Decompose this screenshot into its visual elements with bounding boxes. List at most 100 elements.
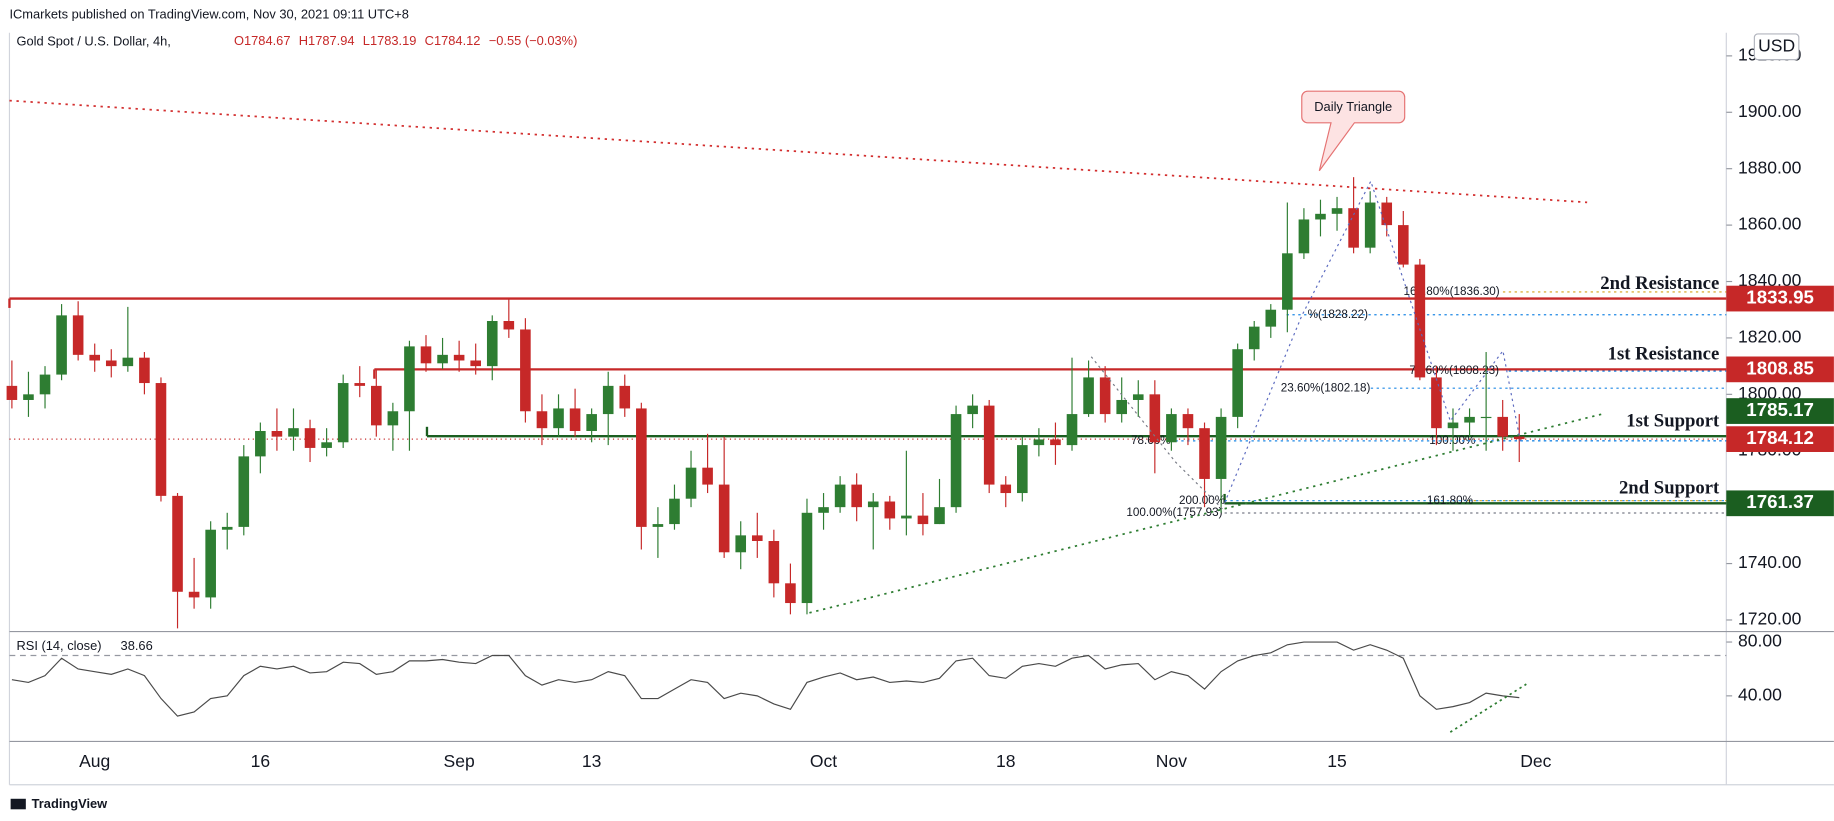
candle-body: [72, 315, 84, 355]
ohlc-value: C1784.12: [425, 33, 481, 48]
candle-body: [1116, 399, 1128, 415]
candle-body: [1149, 394, 1161, 443]
logo-icon: [10, 798, 26, 810]
level-label: 2nd Support: [1619, 478, 1720, 499]
x-tick-label: Dec: [1520, 751, 1551, 771]
candle-body: [437, 354, 448, 364]
candle-body: [105, 360, 117, 367]
fib-label: 78.60%(1808.23): [1409, 364, 1499, 377]
candle-body: [23, 394, 34, 400]
candle-body: [1447, 422, 1459, 429]
candle-body: [1166, 414, 1177, 443]
candle-body: [934, 507, 945, 525]
callout-text: Daily Triangle: [1314, 99, 1392, 114]
candle-body: [470, 360, 481, 367]
fib-label: 161.80%: [1427, 494, 1473, 507]
x-tick-label: Sep: [444, 751, 475, 771]
price-tag: [1726, 356, 1834, 383]
candle-body: [1265, 309, 1277, 327]
rsi-line: [11, 641, 1520, 717]
candle-body: [288, 428, 299, 437]
price-tag: [1726, 285, 1834, 312]
y-tick-label: 1840.00: [1738, 270, 1802, 290]
candle-body: [1480, 416, 1492, 419]
price-tag: [1726, 398, 1834, 424]
candle-body: [950, 414, 962, 508]
candle-body: [652, 524, 664, 527]
candle-body: [917, 515, 929, 525]
fib-label: 23.60%(1802.18): [1281, 381, 1371, 394]
candle-body: [387, 411, 399, 426]
candle-body: [139, 357, 150, 384]
x-tick-label: Aug: [79, 751, 110, 771]
candle-body: [155, 383, 167, 496]
candle-body: [122, 357, 134, 367]
candle-body: [851, 484, 862, 508]
footer-brand: TradingView: [32, 796, 109, 811]
candle-body: [801, 512, 813, 604]
y-tick-label: 1740.00: [1738, 552, 1802, 572]
x-tick-label: 16: [251, 751, 271, 771]
candle-body: [768, 541, 780, 584]
rsi-last-value: 38.66: [121, 638, 153, 653]
symbol-title: Gold Spot / U.S. Dollar, 4h,: [16, 33, 170, 48]
candle-body: [1033, 439, 1045, 446]
candle-body: [271, 431, 283, 437]
price-tag-label: 1808.85: [1746, 357, 1814, 378]
ohlc-value: O1784.67: [234, 33, 290, 48]
candle-body: [1066, 414, 1078, 446]
currency[interactable]: USD: [1758, 35, 1795, 55]
candle-body: [520, 329, 531, 412]
fib-label: %(1828.22): [1308, 308, 1369, 321]
price-tag-label: 1785.17: [1746, 399, 1814, 420]
candle-body: [1132, 394, 1144, 400]
candle-body: [39, 374, 51, 395]
candle-body: [205, 529, 216, 598]
header: ICmarkets published on TradingView.com, …: [9, 7, 408, 22]
fib-label: 100.00%(1757.93): [1126, 506, 1222, 519]
price-tag: [1726, 490, 1834, 517]
ohlc-value: L1783.19: [363, 33, 417, 48]
candle-body: [785, 583, 796, 604]
x-tick-label: Nov: [1156, 751, 1187, 771]
candle-body: [1017, 445, 1028, 494]
candle-body: [1099, 377, 1111, 415]
candle-body: [867, 501, 879, 508]
candle-body: [1248, 326, 1260, 350]
candle-body: [1050, 439, 1061, 446]
candle-body: [238, 456, 250, 527]
level-label: 1st Resistance: [1608, 344, 1720, 365]
price-tag-label: 1761.37: [1746, 491, 1814, 512]
price-tag: [1726, 426, 1834, 452]
candle-body: [354, 383, 366, 386]
level-label: 1st Support: [1626, 410, 1720, 431]
candle-body: [834, 484, 846, 508]
candle-body: [602, 385, 614, 415]
x-tick-label: 13: [582, 751, 602, 771]
candle-body: [1464, 416, 1475, 423]
candle-body: [569, 408, 581, 432]
candle-body: [503, 321, 515, 330]
candle-body: [188, 591, 200, 598]
pattern-line: [1224, 179, 1522, 504]
y-tick-label: 1860.00: [1738, 214, 1802, 234]
y-tick-label: 1880.00: [1738, 157, 1802, 177]
candle-body: [636, 408, 647, 527]
currency-box[interactable]: [1753, 33, 1800, 61]
candle-body: [1315, 213, 1326, 220]
candle-body: [337, 383, 349, 443]
candle-body: [1381, 202, 1393, 226]
candle-body: [983, 405, 995, 485]
candle-body: [1232, 349, 1243, 417]
x-tick-label: 18: [996, 751, 1016, 771]
candle-body: [56, 315, 67, 375]
candle-body: [1083, 377, 1094, 415]
candle-body: [1513, 436, 1525, 440]
trend-line: [809, 413, 1603, 614]
rsi-title: RSI (14, close): [16, 638, 101, 653]
price-tag-label: 1784.12: [1746, 427, 1814, 448]
candle-body: [884, 501, 896, 519]
price-tag-label: 1833.95: [1746, 287, 1814, 308]
